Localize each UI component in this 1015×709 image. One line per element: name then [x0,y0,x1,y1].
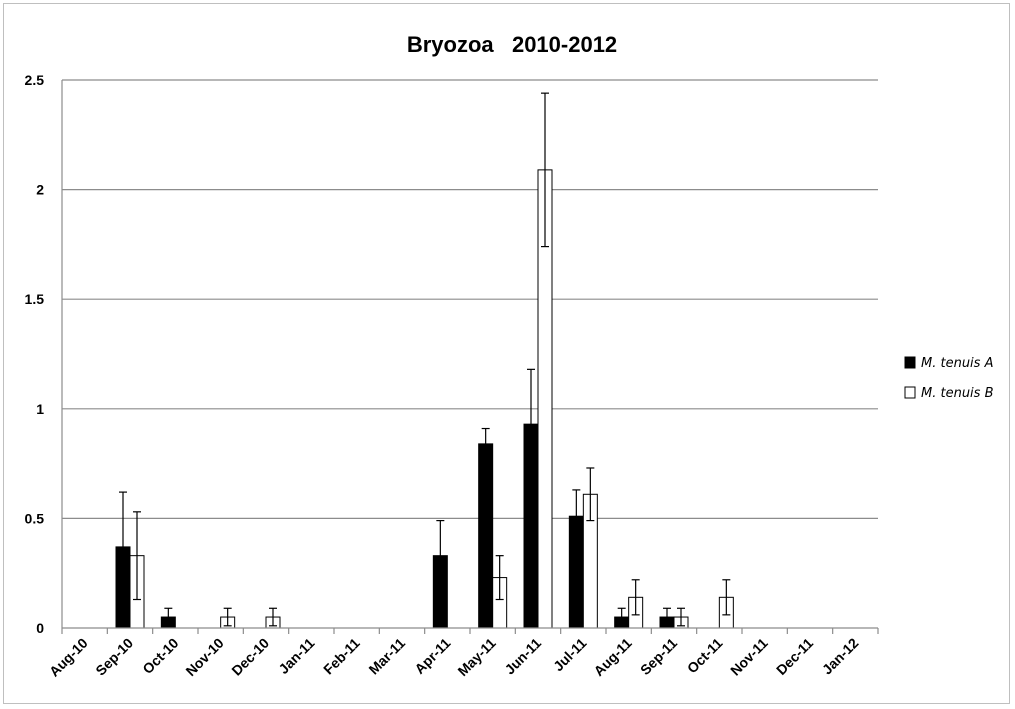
x-tick-label: Aug-10 [46,635,91,680]
legend-swatch [904,386,916,399]
y-tick-label: 1.5 [25,291,45,307]
x-tick-label: Dec-10 [228,635,272,679]
bars [115,92,734,629]
legend-swatch [904,356,916,369]
legend: M. tenuis A M. tenuis B [904,356,994,401]
x-tick-label: Nov-11 [727,635,771,679]
x-tick-label: Sep-11 [637,635,680,678]
x-tick-label: Dec-11 [773,635,816,678]
x-tick-label: Jan-12 [819,635,862,678]
y-tick-label: 0 [36,620,44,636]
y-axis: 0 0.5 1 1.5 2 2.5 [25,72,63,636]
x-tick-label: May-11 [454,635,498,679]
x-tick-label: Jan-11 [275,635,317,677]
gridlines [62,79,878,520]
y-tick-label: 0.5 [25,510,45,526]
x-tick-label: Jun-11 [501,635,544,678]
x-tick-label: Feb-11 [320,635,363,678]
x-tick-label: Nov-10 [182,635,226,679]
x-axis: Aug-10 Sep-10 Oct-10 Nov-10 Dec-10 Jan-11 Feb-… [46,627,879,680]
chart-title: Bryozoa 2010-2012 [407,32,617,57]
x-tick-label: Mar-11 [365,635,408,678]
x-tick-label: Oct-10 [139,635,181,677]
x-tick-label: Sep-10 [92,635,136,679]
x-tick-label: Apr-11 [411,635,453,677]
y-tick-label: 2 [36,182,44,198]
legend-label: M. tenuis B [921,386,994,401]
x-tick-label: Oct-11 [684,635,726,677]
y-tick-label: 1 [36,401,44,417]
legend-label: M. tenuis A [921,356,993,371]
x-tick-label: Jul-11 [550,635,590,675]
bar-series-a [478,443,494,629]
y-tick-label: 2.5 [25,72,45,88]
x-tick-label: Aug-11 [590,635,634,679]
